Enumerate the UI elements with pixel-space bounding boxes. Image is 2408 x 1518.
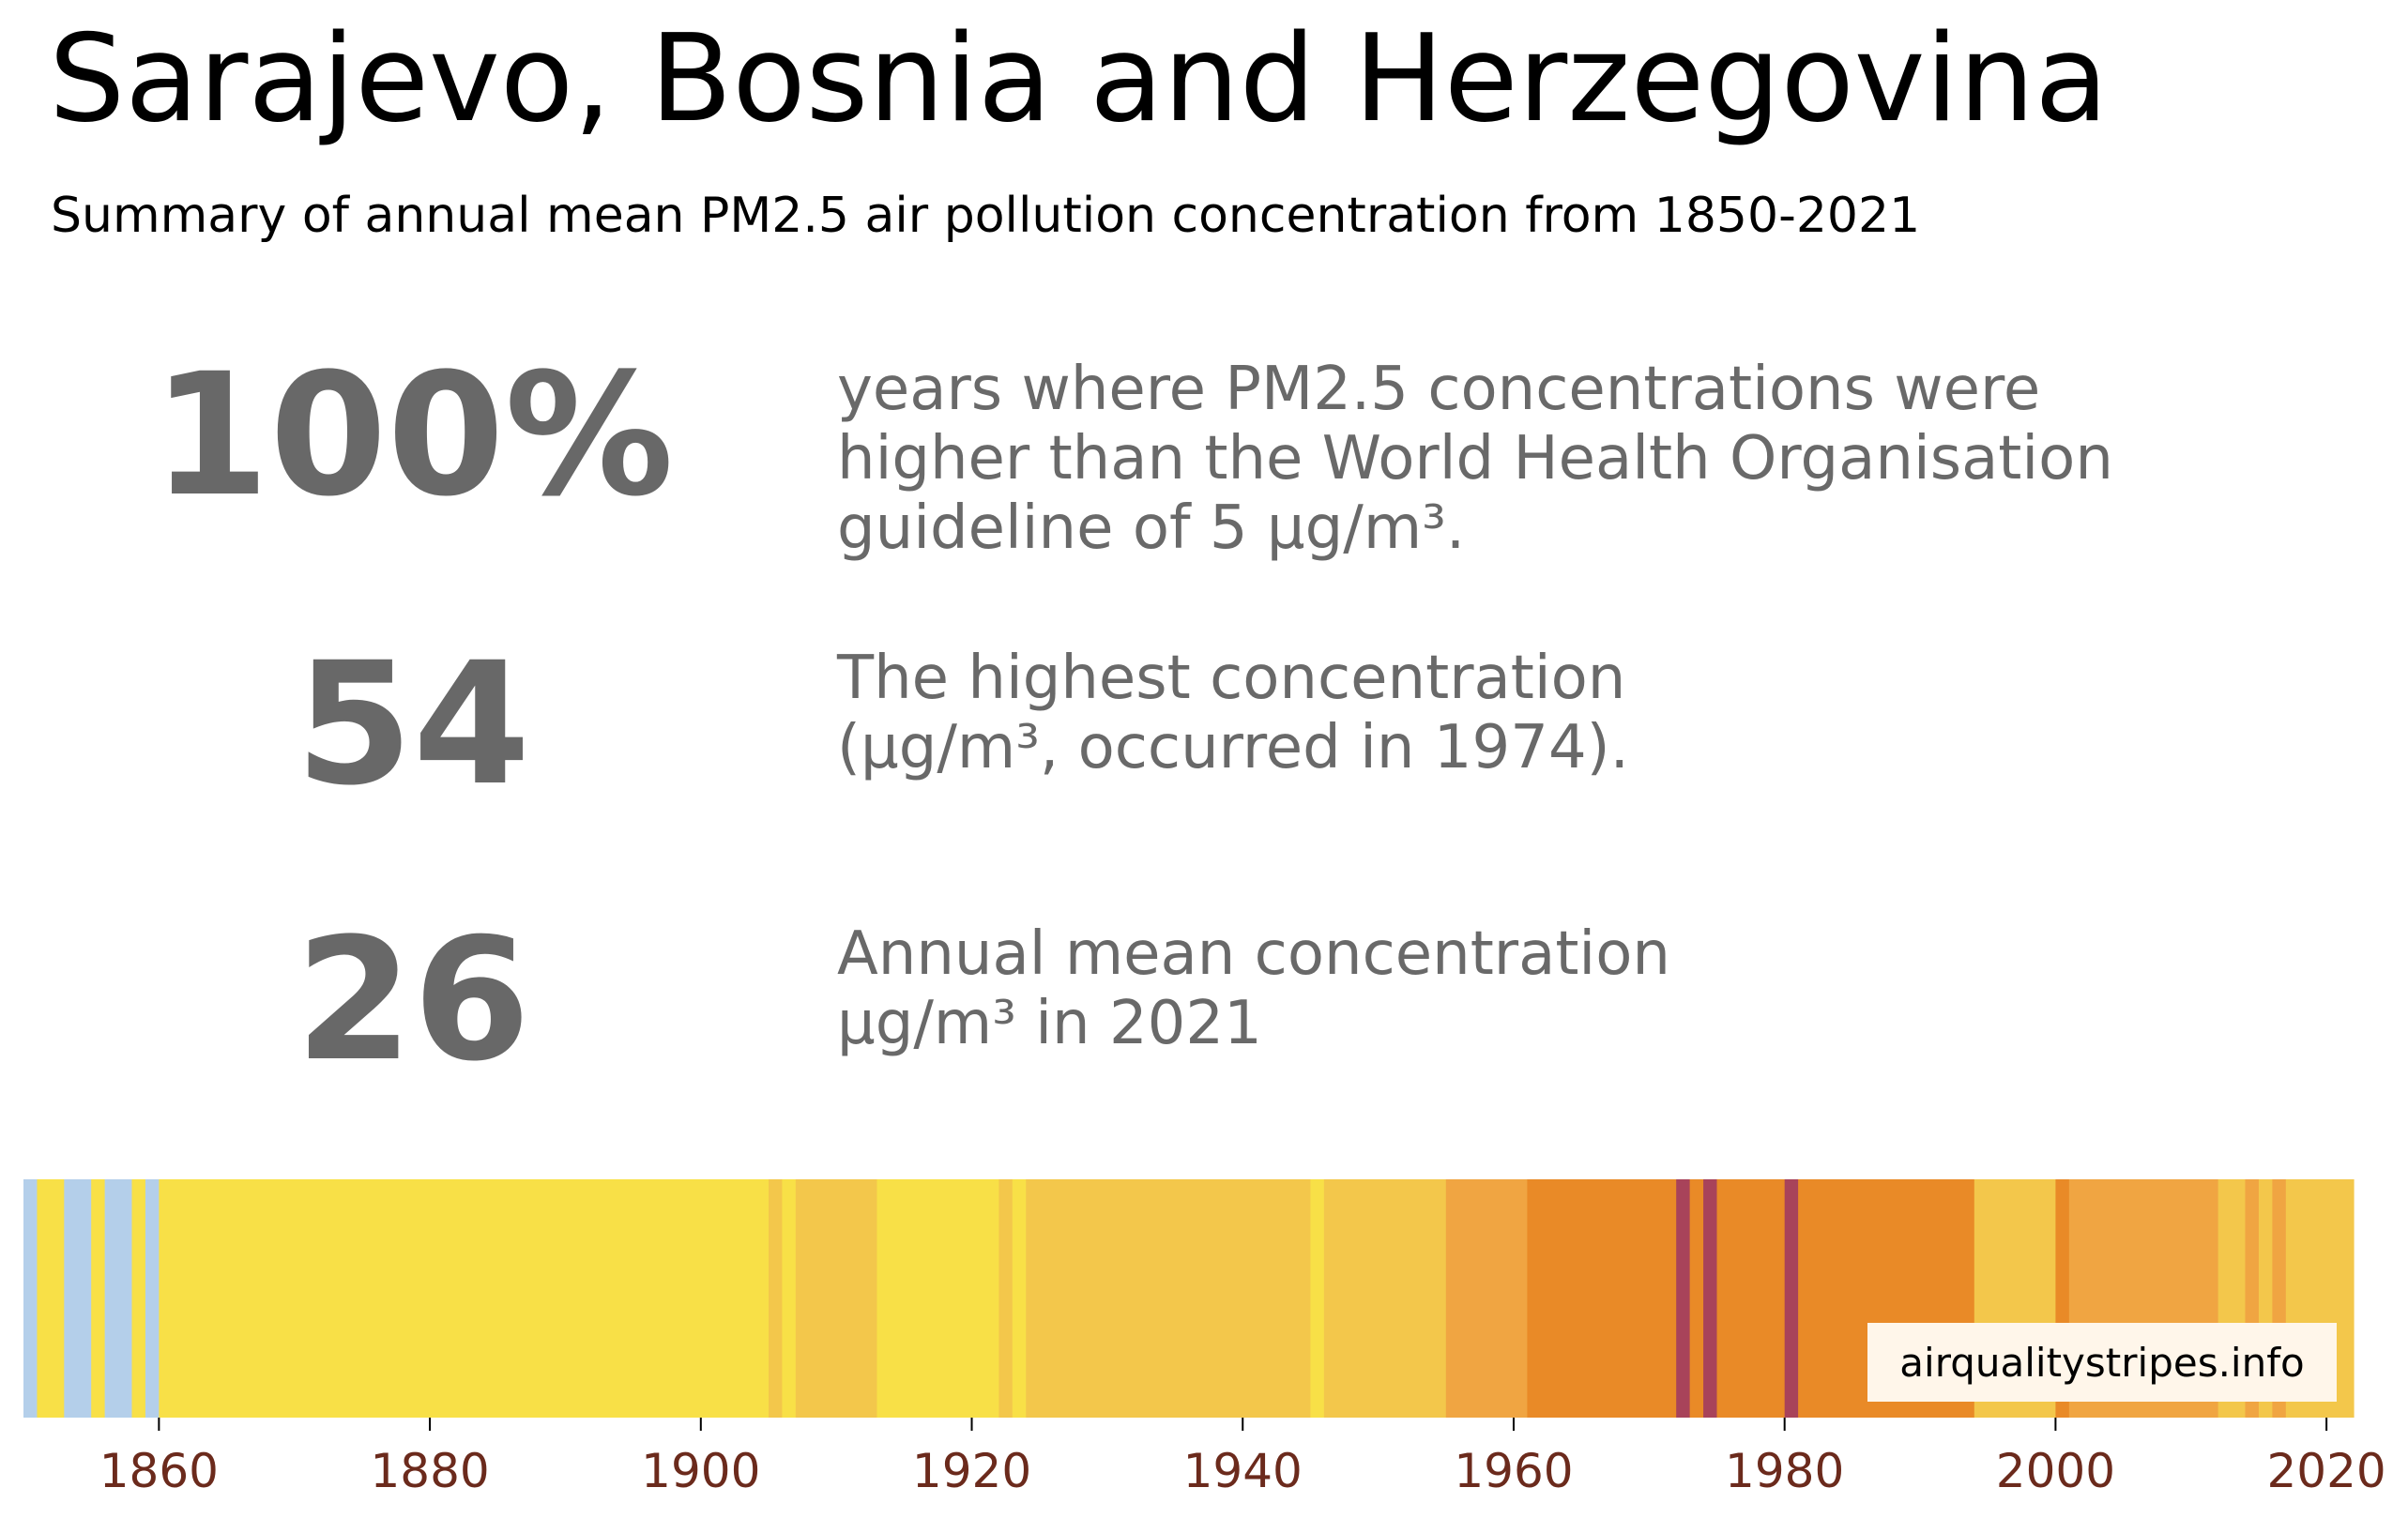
stat-desc-line: μg/m³ in 2021	[837, 989, 1262, 1058]
x-tick-label: 1900	[641, 1444, 760, 1498]
stat-value-exceedance: 100%	[151, 338, 675, 534]
stat-desc-line: guideline of 5 μg/m³.	[837, 493, 1466, 563]
stat-desc-latest: Annual mean concentration μg/m³ in 2021	[837, 919, 2301, 1058]
stripe-1906	[782, 1179, 797, 1418]
stripe-1980	[1784, 1179, 1799, 1418]
stripe-1851	[37, 1179, 65, 1418]
stripe-1975	[1716, 1179, 1786, 1418]
stripe-1905	[768, 1179, 784, 1418]
stripe-1923	[1012, 1179, 1027, 1418]
stripe-1961	[1527, 1179, 1677, 1418]
stat-desc-highest: The highest concentration (μg/m³, occurr…	[837, 644, 2301, 782]
x-tick-label: 1940	[1183, 1444, 1303, 1498]
stat-desc-exceedance: years where PM2.5 concentrations were hi…	[837, 355, 2301, 563]
stat-desc-line: The highest concentration	[837, 644, 1626, 713]
page-title: Sarajevo, Bosnia and Herzegovina	[49, 9, 2109, 149]
stripe-1974	[1703, 1179, 1718, 1418]
stripe-1955	[1445, 1179, 1528, 1418]
stripe-1913	[876, 1179, 999, 1418]
stat-value-highest: 54	[295, 627, 531, 823]
stripe-1972	[1676, 1179, 1691, 1418]
stripe-1853	[64, 1179, 92, 1418]
stat-desc-line: years where PM2.5 concentrations were	[837, 355, 2041, 424]
stripe-1945	[1310, 1179, 1325, 1418]
x-tick-label: 1980	[1725, 1444, 1844, 1498]
stripe-1907	[795, 1179, 878, 1418]
stripe-1922	[998, 1179, 1013, 1418]
stripe-1858	[131, 1179, 146, 1418]
stripe-1946	[1323, 1179, 1447, 1418]
x-tick-label: 2020	[2267, 1444, 2386, 1498]
stat-value-latest: 26	[295, 903, 531, 1099]
x-tick-label: 1920	[912, 1444, 1031, 1498]
stripe-1859	[145, 1179, 160, 1418]
stripe-1855	[91, 1179, 106, 1418]
x-tick-label: 1880	[370, 1444, 489, 1498]
watermark-label: airqualitystripes.info	[1867, 1323, 2337, 1402]
stat-desc-line: Annual mean concentration	[837, 919, 1670, 989]
stripe-1924	[1026, 1179, 1312, 1418]
x-tick-label: 1960	[1454, 1444, 1573, 1498]
stat-desc-line: (μg/m³, occurred in 1974).	[837, 713, 1629, 782]
stat-desc-line: higher than the World Health Organisatio…	[837, 424, 2113, 493]
stripe-1973	[1689, 1179, 1704, 1418]
x-tick-label: 2000	[1996, 1444, 2115, 1498]
stripe-1860	[159, 1179, 770, 1418]
stripe-1850	[23, 1179, 38, 1418]
x-tick-label: 1860	[99, 1444, 219, 1498]
stripe-1856	[104, 1179, 133, 1418]
page-subtitle: Summary of annual mean PM2.5 air polluti…	[51, 188, 1921, 244]
